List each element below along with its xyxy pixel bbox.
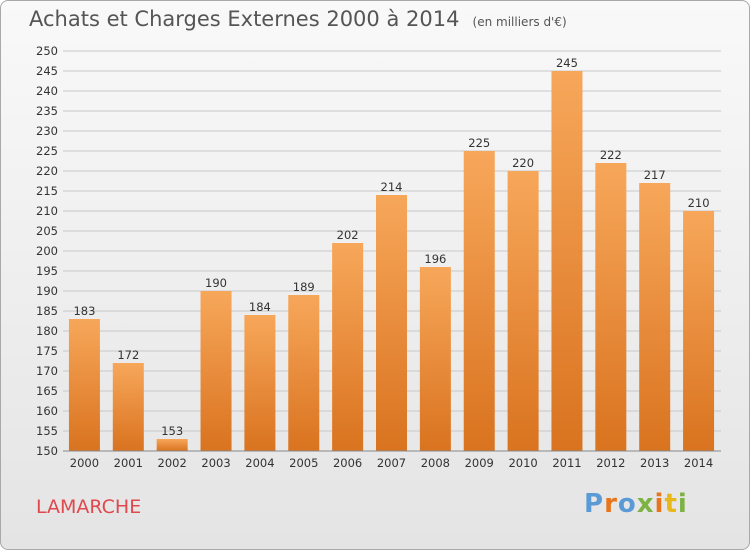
data-label-2003: 190 bbox=[205, 276, 227, 290]
data-label-2002: 153 bbox=[161, 424, 183, 438]
y-tick-label: 220 bbox=[36, 164, 58, 178]
location-label: LAMARCHE bbox=[36, 496, 142, 518]
proxiti-logo: Proxiti bbox=[584, 489, 688, 519]
bar-2009 bbox=[463, 151, 495, 451]
y-tick-label: 230 bbox=[36, 124, 58, 138]
data-label-2011: 245 bbox=[556, 56, 578, 70]
x-tick-label-2008: 2008 bbox=[421, 456, 450, 470]
y-tick-label: 250 bbox=[36, 44, 58, 58]
x-tick-label-2013: 2013 bbox=[640, 456, 669, 470]
y-tick-label: 190 bbox=[36, 284, 58, 298]
data-label-2008: 196 bbox=[424, 252, 446, 266]
x-axis-ticks: 2000 2001 2002 2003 2004 2005 2006 2007 2008 2009… bbox=[70, 456, 713, 470]
x-tick-label-2003: 2003 bbox=[201, 456, 230, 470]
x-tick-label-2004: 2004 bbox=[245, 456, 274, 470]
x-tick-label-2001: 2001 bbox=[114, 456, 143, 470]
chart-unit: (en milliers d'€) bbox=[472, 15, 567, 29]
data-label-2014: 210 bbox=[688, 196, 710, 210]
bar-2005 bbox=[288, 295, 320, 451]
bar-2012 bbox=[595, 163, 627, 451]
data-label-2013: 217 bbox=[644, 168, 666, 182]
y-tick-label: 200 bbox=[36, 244, 58, 258]
x-tick-label-2010: 2010 bbox=[508, 456, 537, 470]
bars: 183 172 153 190 184 189 202 214 196 225 220 245 222 2… bbox=[68, 56, 715, 451]
data-label-2006: 202 bbox=[337, 228, 359, 242]
bar-2002 bbox=[156, 439, 188, 451]
y-tick-label: 180 bbox=[36, 324, 58, 338]
bar-2010 bbox=[507, 171, 539, 451]
chart-title: Achats et Charges Externes 2000 à 2014 bbox=[29, 7, 460, 31]
bar-2008 bbox=[419, 267, 451, 451]
x-tick-label-2007: 2007 bbox=[377, 456, 406, 470]
data-label-2007: 214 bbox=[381, 180, 403, 194]
y-tick-label: 240 bbox=[36, 84, 58, 98]
x-tick-label-2012: 2012 bbox=[596, 456, 625, 470]
bar-2003 bbox=[200, 291, 232, 451]
y-tick-label: 175 bbox=[36, 344, 58, 358]
y-tick-label: 210 bbox=[36, 204, 58, 218]
bar-2007 bbox=[376, 195, 407, 451]
y-tick-label: 245 bbox=[36, 64, 58, 78]
chart-title-block: Achats et Charges Externes 2000 à 2014 (… bbox=[29, 7, 567, 31]
y-tick-label: 235 bbox=[36, 104, 58, 118]
y-tick-label: 225 bbox=[36, 144, 58, 158]
bar-2006 bbox=[332, 243, 364, 451]
y-tick-label: 150 bbox=[36, 444, 58, 458]
data-label-2005: 189 bbox=[293, 280, 315, 294]
data-label-2000: 183 bbox=[73, 304, 95, 318]
y-tick-label: 160 bbox=[36, 404, 58, 418]
y-tick-label: 165 bbox=[36, 384, 58, 398]
y-tick-label: 170 bbox=[36, 364, 58, 378]
x-tick-label-2000: 2000 bbox=[70, 456, 99, 470]
x-tick-label-2002: 2002 bbox=[158, 456, 187, 470]
y-tick-label: 185 bbox=[36, 304, 58, 318]
x-tick-label-2005: 2005 bbox=[289, 456, 318, 470]
x-tick-label-2011: 2011 bbox=[552, 456, 581, 470]
y-tick-label: 195 bbox=[36, 264, 58, 278]
bar-2001 bbox=[112, 363, 144, 451]
bar-2011 bbox=[551, 71, 583, 451]
y-tick-label: 215 bbox=[36, 184, 58, 198]
y-axis-ticks: 150 155 160 165 170 175 180 185 190 195 200 205 210 2… bbox=[36, 44, 58, 458]
data-label-2004: 184 bbox=[249, 300, 271, 314]
data-label-2009: 225 bbox=[468, 136, 490, 150]
y-tick-label: 155 bbox=[36, 424, 58, 438]
bar-2014 bbox=[683, 211, 715, 451]
data-label-2012: 222 bbox=[600, 148, 622, 162]
x-tick-label-2009: 2009 bbox=[465, 456, 494, 470]
x-tick-label-2006: 2006 bbox=[333, 456, 362, 470]
x-tick-label-2014: 2014 bbox=[684, 456, 713, 470]
data-label-2001: 172 bbox=[117, 348, 139, 362]
bar-2000 bbox=[68, 319, 100, 451]
data-label-2010: 220 bbox=[512, 156, 534, 170]
bar-2013 bbox=[639, 183, 671, 451]
y-tick-label: 205 bbox=[36, 224, 58, 238]
bar-2004 bbox=[244, 315, 276, 451]
